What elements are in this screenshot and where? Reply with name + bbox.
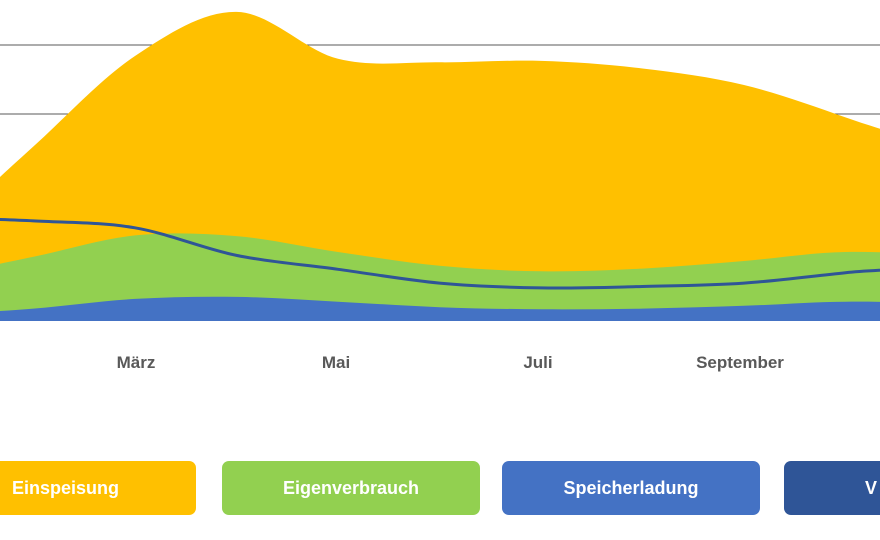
- x-tick-label: Juli: [523, 353, 552, 372]
- legend-v[interactable]: V: [784, 461, 880, 515]
- area-speicherladung: [0, 296, 880, 321]
- area-series-group: [0, 11, 880, 321]
- legend-einspeisung[interactable]: Einspeisung: [0, 461, 196, 515]
- line-series-group: [0, 218, 880, 290]
- legend-label: V: [865, 477, 878, 498]
- legend-label: Eigenverbrauch: [282, 477, 420, 498]
- legend-eigenverbrauch[interactable]: Eigenverbrauch: [222, 461, 480, 515]
- legend-speicherladung[interactable]: Speicherladung: [502, 461, 760, 515]
- x-axis-tick-labels: März Mai Juli September: [117, 353, 785, 372]
- legend-label: Speicherladung: [563, 477, 699, 498]
- legend-label: Einspeisung: [12, 477, 120, 498]
- x-tick-label: Mai: [322, 353, 350, 372]
- x-tick-label: September: [696, 353, 784, 372]
- chart-plot: März Mai Juli September: [0, 11, 880, 372]
- x-tick-label: März: [117, 353, 156, 372]
- line-v: [0, 218, 880, 290]
